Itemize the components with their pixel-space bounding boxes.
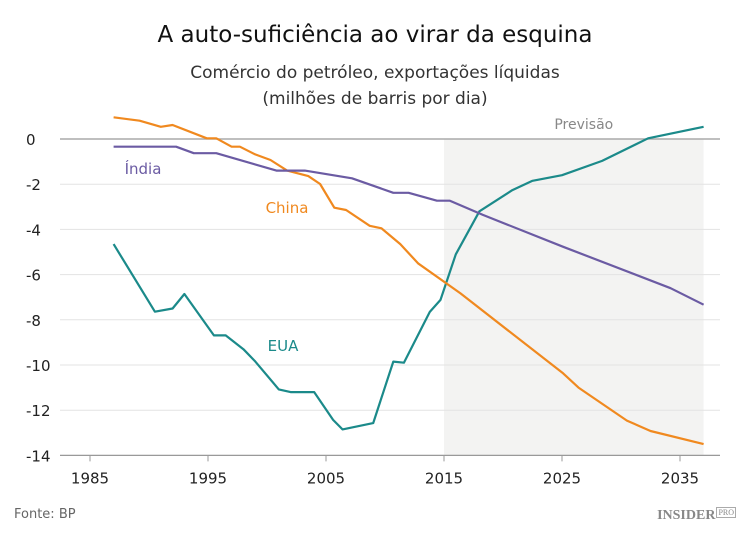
- y-tick-label: -6: [26, 267, 41, 285]
- logo-text: INSIDER: [657, 508, 716, 523]
- logo-suffix: PRO: [716, 507, 736, 518]
- y-tick-label: 0: [26, 131, 36, 149]
- y-tick-label: -2: [26, 176, 41, 194]
- y-tick-label: -12: [26, 402, 51, 420]
- series-line-china: [113, 116, 704, 446]
- x-tick-label: 2035: [661, 469, 699, 487]
- series-label: China: [266, 199, 309, 217]
- x-tick-label: 1995: [189, 469, 227, 487]
- forecast-label: Previsão: [554, 117, 613, 133]
- chart-subtitle: Comércio do petróleo, exportações líquid…: [190, 63, 560, 83]
- x-tick-label: 2015: [425, 469, 463, 487]
- y-tick-label: -14: [26, 447, 51, 465]
- forecast-region: [444, 139, 704, 456]
- y-tick-label: -10: [26, 357, 51, 375]
- insider-pro-logo: INSIDER PRO: [657, 507, 736, 524]
- source-note: Fonte: BP: [14, 507, 76, 522]
- chart-title: A auto-suficiência ao virar da esquina: [157, 22, 593, 48]
- x-tick-label: 2025: [543, 469, 581, 487]
- series-label: Índia: [125, 159, 162, 178]
- series-line-eua: [112, 125, 704, 431]
- series-line-índia: [113, 145, 705, 306]
- x-tick-label: 2005: [307, 469, 345, 487]
- series-label: EUA: [268, 337, 299, 355]
- x-tick-label: 1985: [71, 469, 109, 487]
- y-tick-label: -4: [26, 221, 41, 239]
- chart-subtitle-units: (milhões de barris por dia): [262, 89, 488, 109]
- y-tick-label: -8: [26, 312, 41, 330]
